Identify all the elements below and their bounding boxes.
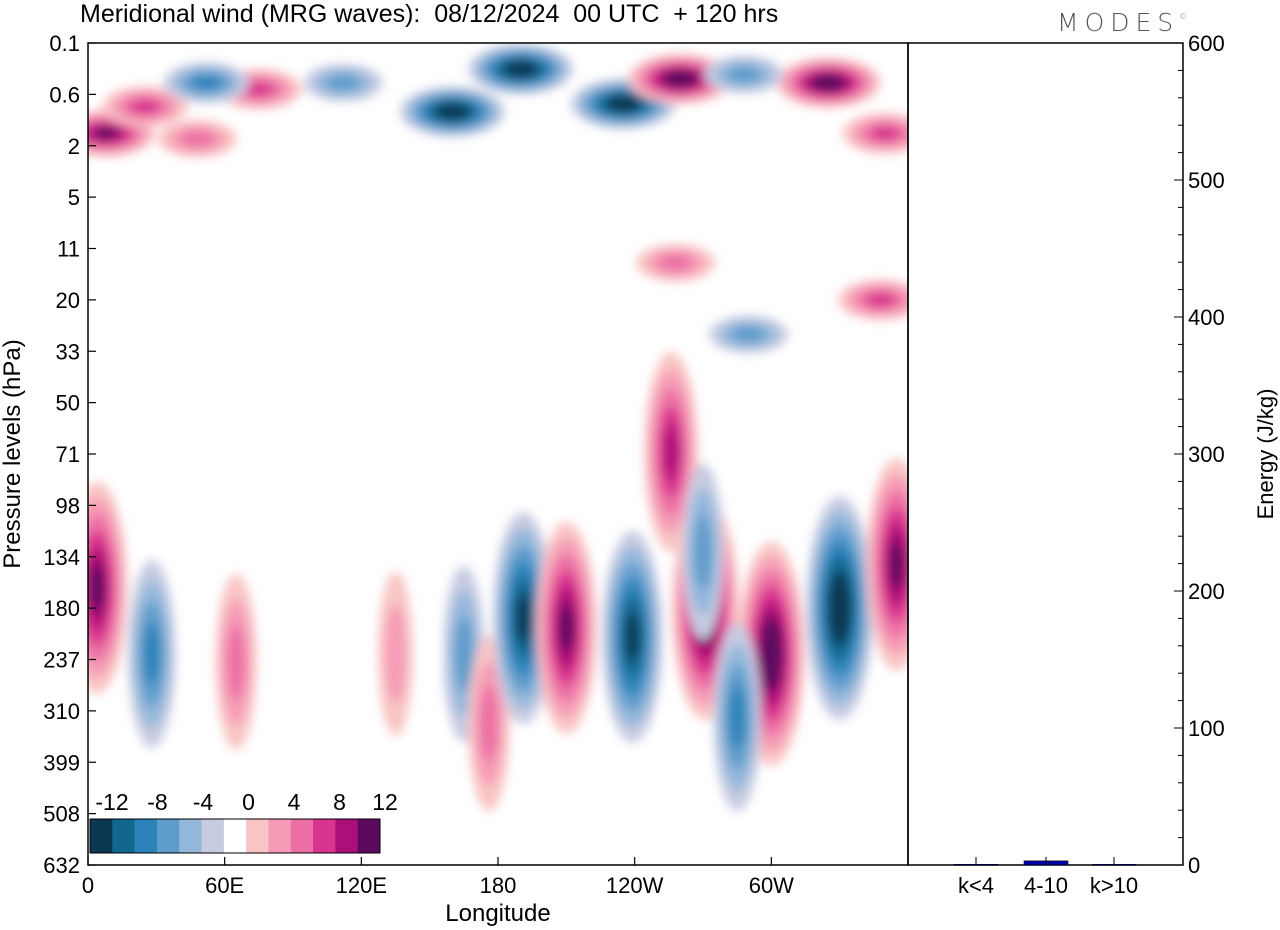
wind-blob bbox=[455, 616, 473, 692]
x-tick-label: 120E bbox=[336, 873, 387, 898]
colorbar-label: -8 bbox=[147, 789, 167, 815]
energy-tick-label: 300 bbox=[1188, 442, 1225, 467]
wind-blob bbox=[663, 424, 679, 480]
wind-blob bbox=[870, 126, 900, 141]
wind-blob bbox=[658, 254, 693, 271]
wind-field-blur bbox=[88, 44, 908, 812]
wind-blob bbox=[612, 98, 634, 109]
wind-blob bbox=[625, 612, 640, 662]
colorbar-swatch bbox=[357, 819, 381, 853]
energy-tick-label: 100 bbox=[1188, 716, 1225, 741]
colorbar-swatch bbox=[90, 819, 113, 853]
y-tick-label: 0.1 bbox=[49, 31, 80, 56]
y-tick-label: 508 bbox=[43, 802, 80, 827]
y-tick-label: 180 bbox=[43, 596, 80, 621]
y-tick-label: 50 bbox=[56, 391, 80, 416]
wind-blob bbox=[727, 66, 761, 83]
y-tick-label: 2 bbox=[68, 134, 80, 159]
colorbar-swatch bbox=[179, 819, 203, 853]
wind-blob bbox=[227, 624, 245, 700]
wind-blob bbox=[385, 604, 406, 704]
wind-blob bbox=[889, 539, 904, 589]
x-axis-label: Longitude bbox=[445, 900, 550, 927]
colorbar-swatch bbox=[223, 819, 247, 853]
wind-blob bbox=[731, 326, 766, 343]
y-tick-label: 0.6 bbox=[49, 82, 80, 107]
wind-blob bbox=[729, 686, 746, 749]
y-tick-label: 11 bbox=[57, 237, 80, 262]
wind-blob bbox=[510, 64, 532, 75]
y-tick-label: 33 bbox=[56, 339, 80, 364]
wind-blob bbox=[244, 82, 274, 96]
y-tick-label: 20 bbox=[56, 288, 80, 313]
colorbar-swatch bbox=[290, 819, 314, 853]
wind-blob bbox=[326, 74, 361, 91]
colorbar-label: 12 bbox=[372, 789, 398, 815]
x-tick-label: 0 bbox=[82, 873, 94, 898]
y-tick-label: 98 bbox=[56, 493, 80, 518]
colorbar-swatch bbox=[112, 819, 136, 853]
y-tick-label: 237 bbox=[43, 648, 80, 673]
wind-field bbox=[88, 44, 908, 812]
wind-blob bbox=[832, 585, 847, 631]
colorbar-swatch bbox=[246, 819, 269, 853]
wind-blob bbox=[866, 293, 895, 307]
wind-blob bbox=[143, 622, 160, 686]
energy-tick-label: 600 bbox=[1188, 31, 1225, 56]
wind-blob bbox=[817, 77, 839, 88]
energy-frame bbox=[907, 42, 1184, 866]
y-tick-label: 71 bbox=[56, 442, 80, 467]
y-axis-label: Pressure levels (hPa) bbox=[0, 339, 26, 568]
wind-blob bbox=[516, 593, 531, 643]
wind-blob bbox=[559, 603, 574, 653]
energy-category-label: k<4 bbox=[958, 873, 994, 898]
colorbar-swatch bbox=[134, 819, 158, 853]
wind-blob bbox=[94, 128, 118, 139]
wind-blob bbox=[130, 99, 160, 114]
colorbar-swatch bbox=[313, 819, 336, 853]
colorbar-label: 8 bbox=[333, 789, 346, 815]
wind-blob bbox=[694, 514, 712, 590]
x-tick-label: 120W bbox=[606, 873, 664, 898]
brand-text: MODES bbox=[1057, 8, 1180, 37]
y-tick-label: 632 bbox=[43, 853, 80, 878]
y-tick-label: 310 bbox=[43, 699, 80, 724]
brand-mark: © bbox=[1179, 12, 1188, 21]
colorbar-swatch bbox=[268, 819, 292, 853]
wind-blob bbox=[192, 75, 221, 90]
wind-blob bbox=[441, 106, 463, 117]
x-tick-label: 180 bbox=[480, 873, 517, 898]
colorbar-swatch bbox=[335, 819, 359, 853]
wind-blob bbox=[90, 563, 105, 613]
energy-bar-plot: 0 100 200 300 400 500 600 Energy (J/kg) k<4 4-10 k… bbox=[907, 31, 1278, 898]
energy-axis-label: Energy (J/kg) bbox=[1253, 389, 1278, 520]
wind-blob bbox=[669, 73, 691, 84]
energy-tick-label: 500 bbox=[1188, 168, 1225, 193]
heatmap-plot: -12 -8 -4 0 4 8 12 0.1 0.6 2 5 11 20 33 50 71 98 134 180 23… bbox=[0, 31, 909, 927]
modes-logo: MODES© bbox=[1057, 8, 1187, 37]
colorbar-label: -4 bbox=[193, 789, 214, 815]
energy-tick-label: 400 bbox=[1188, 305, 1225, 330]
energy-tick-label: 0 bbox=[1188, 853, 1200, 878]
colorbar-swatch bbox=[156, 819, 180, 853]
x-tick-label: 60W bbox=[749, 873, 794, 898]
colorbar-label: 0 bbox=[242, 789, 255, 815]
wind-blob bbox=[764, 631, 779, 677]
wind-blob bbox=[480, 685, 498, 762]
x-tick-label: 60E bbox=[205, 873, 244, 898]
colorbar-frame bbox=[89, 818, 381, 854]
y-tick-label: 5 bbox=[68, 185, 80, 210]
energy-tick-label: 200 bbox=[1188, 579, 1225, 604]
y-tick-label: 134 bbox=[43, 545, 80, 570]
colorbar-label: 4 bbox=[288, 789, 301, 815]
colorbar-label: -12 bbox=[95, 789, 128, 815]
wind-blob bbox=[180, 130, 215, 147]
chart-title: Meridional wind (MRG waves): 08/12/2024 … bbox=[80, 0, 779, 28]
y-tick-label: 399 bbox=[43, 750, 80, 775]
colorbar-swatch bbox=[201, 819, 225, 853]
energy-category-label: k>10 bbox=[1090, 873, 1138, 898]
energy-category-label: 4-10 bbox=[1024, 873, 1068, 898]
